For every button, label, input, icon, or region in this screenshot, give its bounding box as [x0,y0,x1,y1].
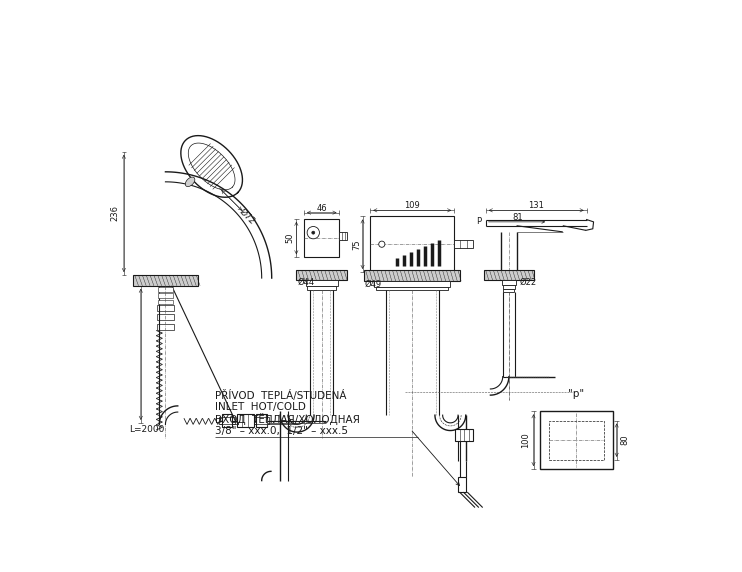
Text: 46: 46 [316,204,327,213]
Bar [503,285,515,289]
Text: PŘÍVOD  TEPLÁ/STUDENÁ: PŘÍVOD TEPLÁ/STUDENÁ [215,391,347,402]
Bar [222,414,232,427]
Bar [376,287,448,291]
Text: Ø49: Ø49 [364,280,381,289]
Bar [370,216,454,272]
Bar [364,271,460,281]
Text: "p": "p" [568,390,584,399]
Text: ВХОД  ТЁПЛАЯ/ХОЛОДНАЯ: ВХОД ТЁПЛАЯ/ХОЛОДНАЯ [215,413,361,425]
Text: 75: 75 [352,239,361,249]
Bar [254,418,269,424]
Text: Ø44: Ø44 [298,278,315,287]
Text: Ø22: Ø22 [519,278,536,287]
Bar [504,289,514,292]
Text: INLET  HOT/COLD: INLET HOT/COLD [215,403,306,412]
Bar [454,240,473,248]
Bar [157,305,174,311]
Bar [157,324,174,329]
Text: P: P [476,217,481,227]
Text: 100: 100 [522,432,531,448]
Bar [158,287,173,292]
Bar [237,414,254,427]
Bar [307,286,336,289]
Text: 80: 80 [620,435,630,445]
Bar [256,414,267,427]
Bar [539,411,613,469]
Bar [502,280,516,285]
Bar [157,314,174,320]
Text: L=2000: L=2000 [129,424,165,434]
Bar [485,271,533,280]
Text: 236: 236 [110,205,119,221]
Bar [304,219,340,257]
Bar [455,429,473,442]
Circle shape [312,231,315,234]
Text: 81: 81 [512,213,522,222]
Text: 131: 131 [528,201,544,210]
Bar [133,275,198,286]
Text: Ø72: Ø72 [237,207,257,226]
Bar [374,281,450,287]
Text: 50: 50 [286,233,295,243]
Bar [549,420,603,460]
Text: 109: 109 [404,201,420,210]
Bar [158,300,173,304]
Circle shape [559,423,593,456]
Bar [306,280,338,286]
Bar [296,271,347,280]
Text: 3/8" – xxx.0,  1/2" – xxx.5: 3/8" – xxx.0, 1/2" – xxx.5 [215,426,349,435]
Bar [220,418,234,424]
Bar [458,476,466,492]
Ellipse shape [186,177,195,186]
Bar [158,293,173,298]
Circle shape [378,241,385,247]
Circle shape [307,227,320,239]
Bar [340,232,347,240]
